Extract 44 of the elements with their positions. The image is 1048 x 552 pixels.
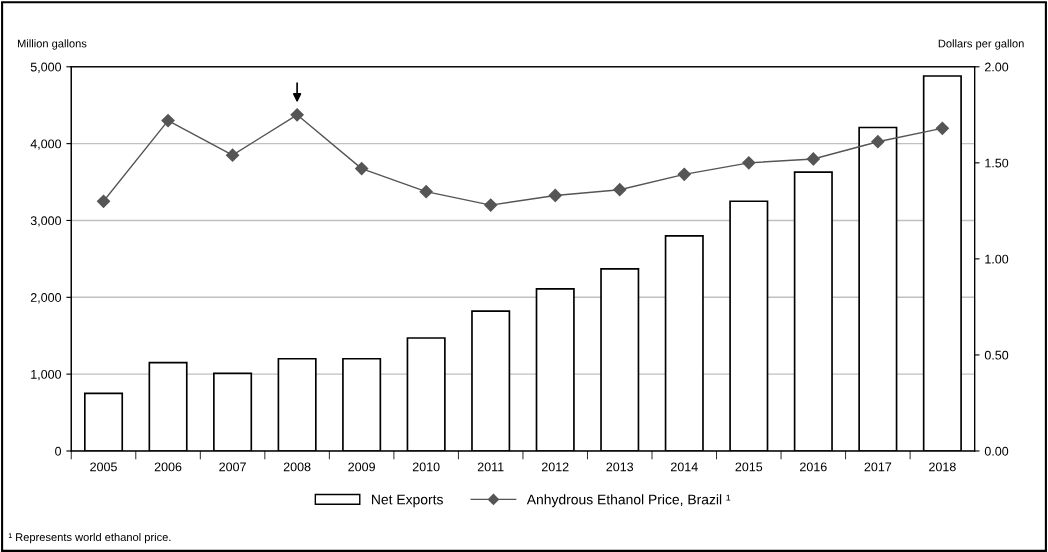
x-tick-label: 2009: [348, 462, 375, 472]
point: [355, 162, 369, 176]
point: [484, 198, 498, 212]
x-tick-label: 2014: [671, 462, 698, 472]
x-tick-label: 2017: [864, 462, 892, 472]
point: [871, 135, 885, 149]
y-tick-label: 2,000: [30, 293, 62, 304]
x-tick-label: 2007: [219, 462, 246, 472]
y-axis-title: Million gallons: [17, 39, 87, 50]
point: [742, 156, 756, 170]
y-tick-label: 3,000: [30, 216, 62, 227]
point: [161, 113, 175, 128]
y2-tick-label: 0.00: [984, 446, 1009, 456]
point: [548, 188, 562, 203]
y2-tick-label: 0.50: [984, 350, 1009, 360]
x-tick-label: 2008: [283, 462, 311, 472]
x-tick-label: 2011: [477, 462, 504, 472]
point: [806, 152, 820, 166]
point: [935, 121, 949, 135]
y2-axis-title: Dollars per gallon: [938, 39, 1024, 50]
x-tick-label: 2005: [90, 462, 117, 472]
point: [290, 108, 304, 122]
point: [677, 167, 691, 181]
x-tick-label: 2015: [735, 462, 763, 472]
y2-tick-label: 1.00: [985, 254, 1009, 264]
y-tick-label: 5,000: [30, 62, 62, 73]
y2-tick-label: 1.50: [985, 158, 1009, 168]
x-tick-label: 2010: [412, 462, 440, 472]
x-tick-label: 2016: [800, 462, 827, 472]
x-tick-label: 2018: [929, 462, 956, 472]
y2-tick-label: 2.00: [984, 62, 1009, 72]
point: [225, 148, 240, 162]
text: ¹ Represents world ethanol price.: [8, 532, 171, 544]
y-tick-label: 4,000: [30, 139, 62, 150]
y-tick-label: 1,000: [31, 369, 62, 381]
legend-label: Net Exports: [372, 494, 443, 508]
point: [613, 183, 627, 197]
point: [96, 194, 111, 208]
x-tick-label: 2006: [154, 462, 182, 472]
y-tick-label: 0: [55, 446, 62, 456]
legend-label: Anhydrous Ethanol Price, Brazil ¹: [526, 494, 731, 508]
x-tick-label: 2013: [606, 462, 634, 472]
point: [419, 185, 433, 199]
x-tick-label: 2012: [541, 462, 569, 472]
